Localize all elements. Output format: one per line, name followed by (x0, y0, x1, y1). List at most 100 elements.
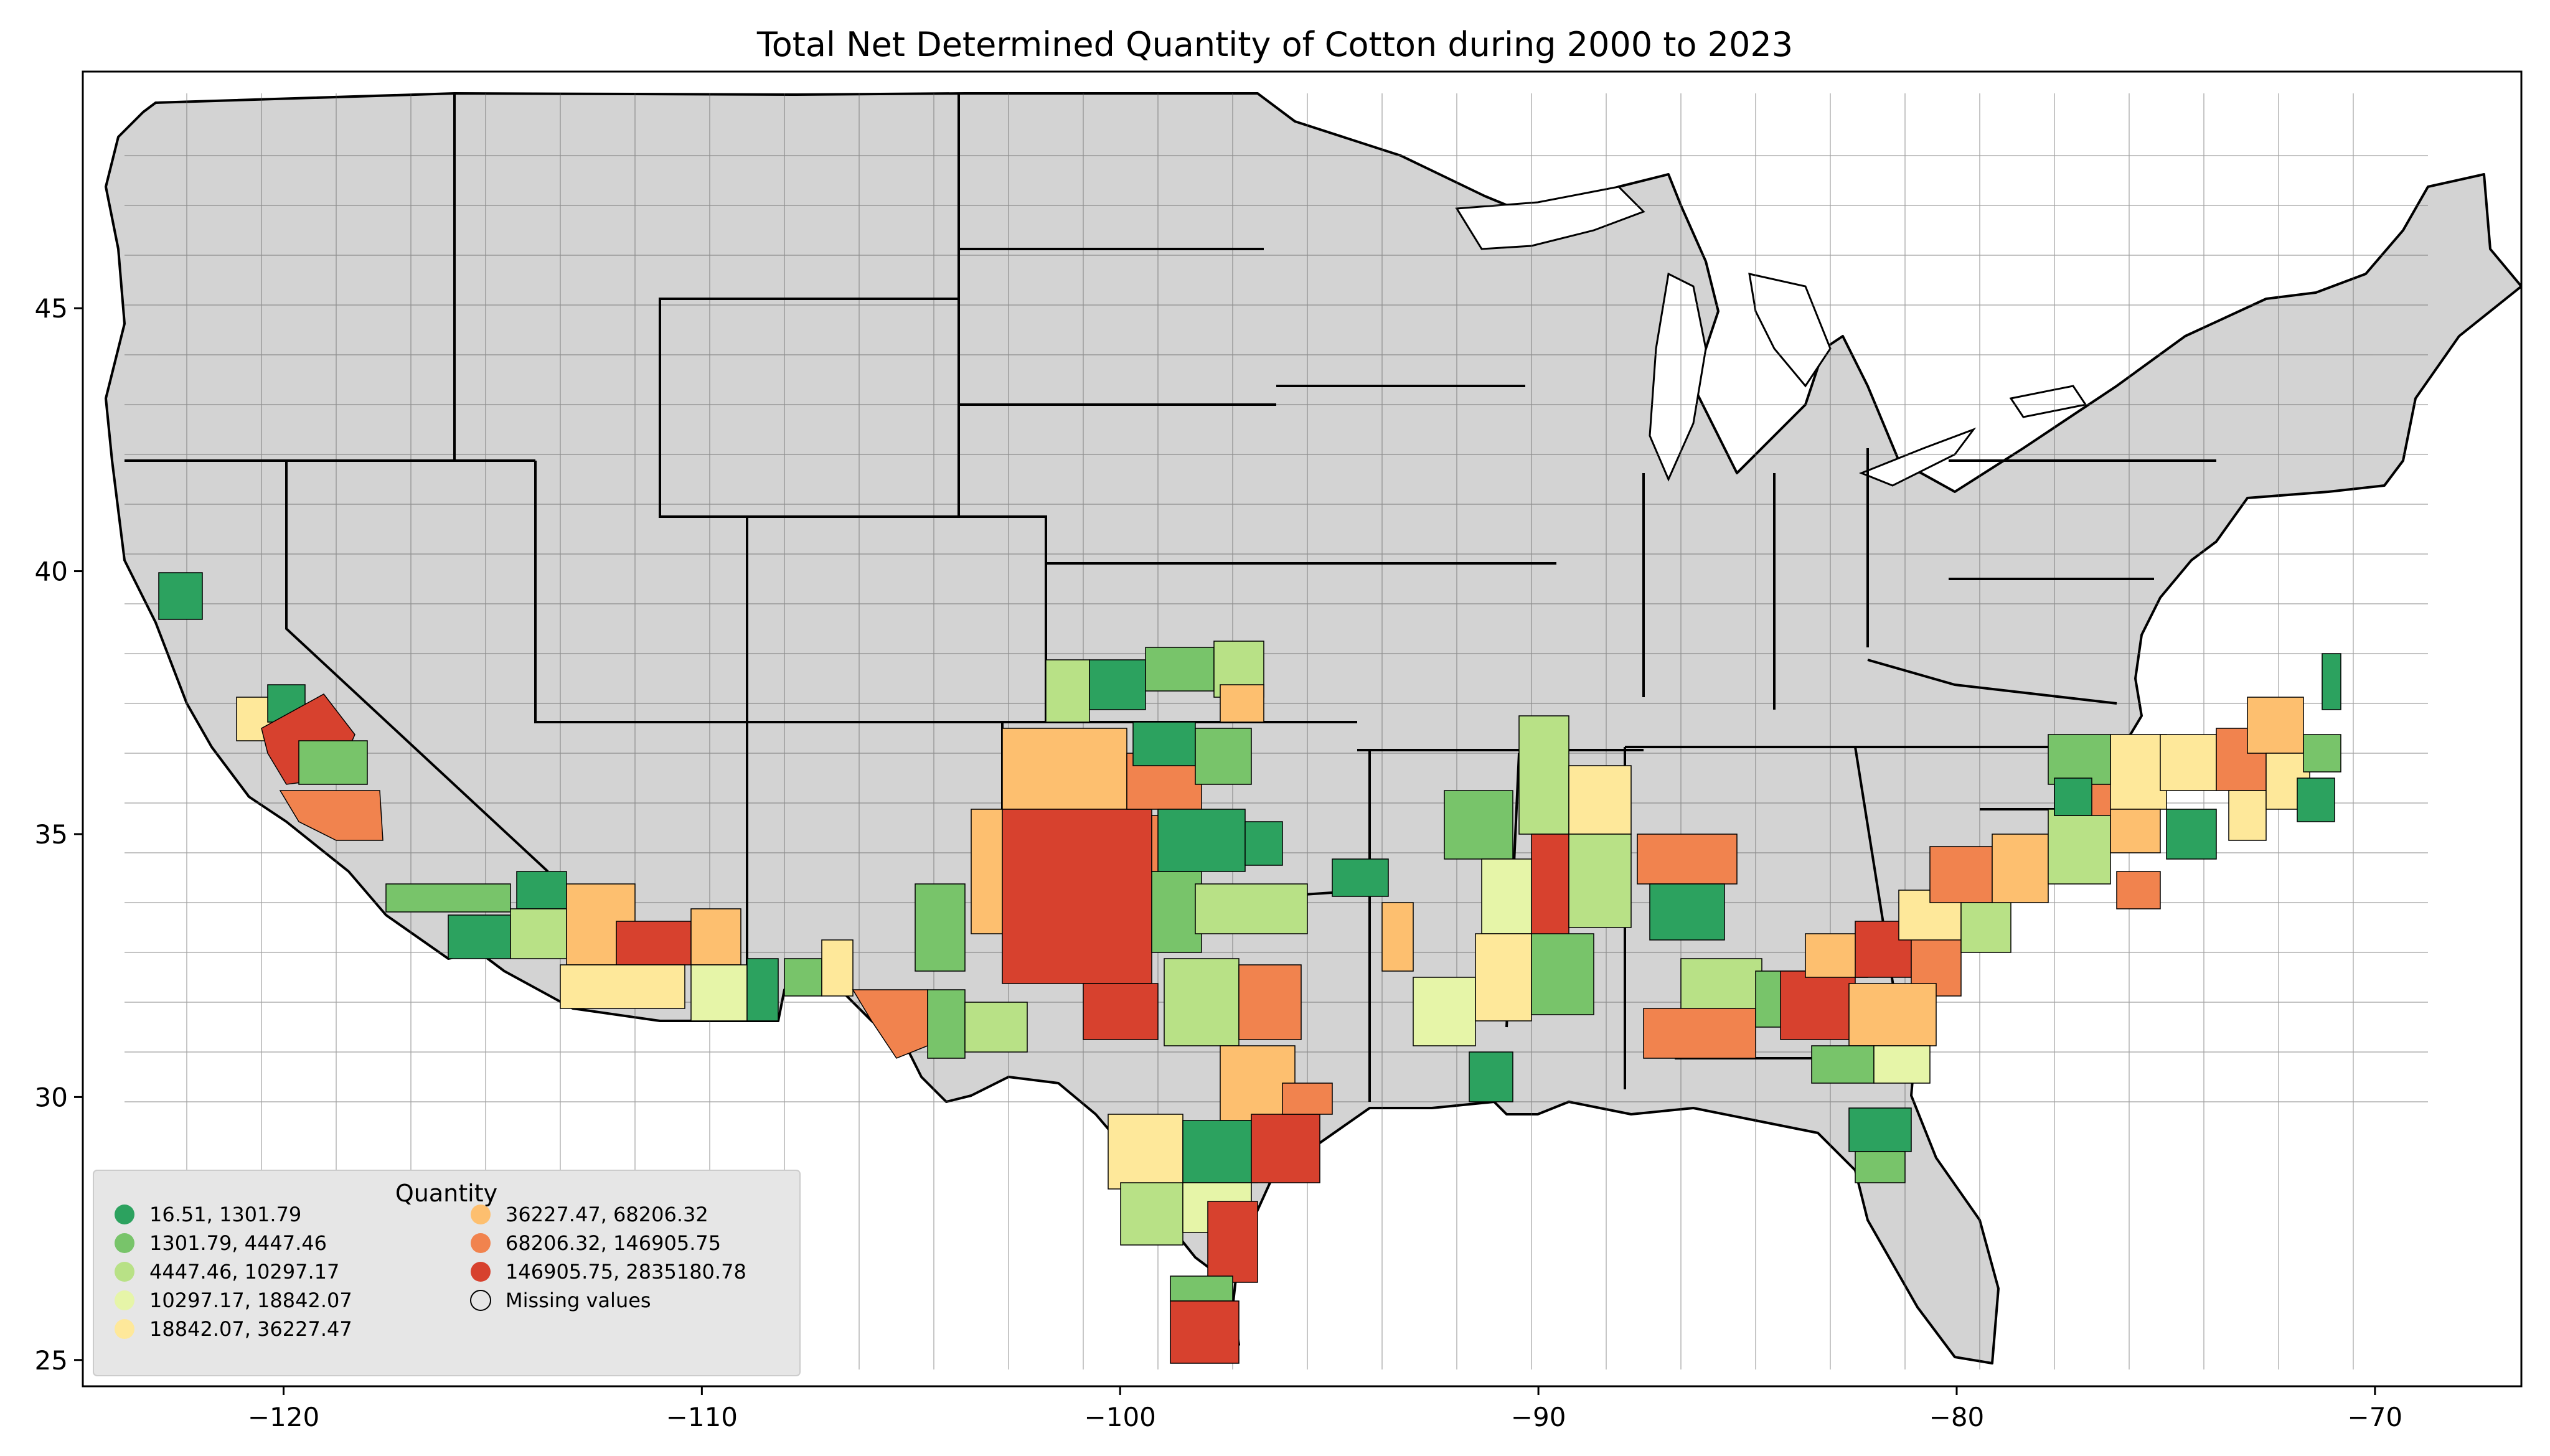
legend-label: 10297.17, 18842.07 (149, 1289, 352, 1312)
x-axis: −120 −110 −100 −90 −80 −70 (248, 1386, 2402, 1432)
legend-label: Missing values (506, 1289, 651, 1312)
county-region (746, 958, 779, 1022)
county-region (616, 921, 692, 965)
county-region (1002, 728, 1127, 810)
county-region (1244, 821, 1283, 866)
county-region (1649, 883, 1725, 941)
county-region (1568, 765, 1632, 835)
county-region (2054, 777, 2092, 816)
y-tick-label: 45 (35, 293, 68, 324)
county-region (1045, 659, 1090, 723)
legend-marker (115, 1233, 134, 1253)
county-region (1469, 1051, 1513, 1102)
county-region (1855, 1151, 1906, 1183)
legend-label: 18842.07, 36227.47 (149, 1317, 352, 1341)
legend-marker (471, 1262, 491, 1282)
county-region (1282, 1083, 1333, 1115)
county-region (1083, 983, 1159, 1040)
chart-title: Total Net Determined Quantity of Cotton … (756, 25, 1793, 64)
great-lakes (1455, 186, 2087, 487)
legend-frame (93, 1170, 801, 1376)
county-region (1811, 1045, 1875, 1084)
county-region (690, 964, 748, 1022)
x-tick-label: −100 (1084, 1402, 1156, 1432)
county-region (1444, 790, 1513, 860)
x-tick-label: −90 (1511, 1402, 1566, 1432)
x-tick-label: −80 (1929, 1402, 1985, 1432)
x-tick-label: −70 (2348, 1402, 2403, 1432)
county-region (821, 939, 854, 997)
county-region (1780, 970, 1856, 1040)
county-region (1992, 834, 2049, 903)
county-region (1164, 958, 1240, 1046)
county-region (1643, 1008, 1756, 1059)
county-region (2048, 734, 2111, 785)
county-region (1170, 1275, 1233, 1302)
x-tick-label: −120 (248, 1402, 319, 1432)
county-region (1960, 902, 2011, 953)
county-region (2116, 871, 2161, 909)
county-region (1531, 933, 1594, 1015)
choropleth-layer (158, 572, 2341, 1364)
county-region (2166, 809, 2217, 860)
county-region (2110, 734, 2167, 810)
county-region (927, 989, 966, 1059)
county-region (1157, 809, 1246, 872)
county-region (1481, 858, 1532, 934)
legend-entries: 16.51, 1301.79 1301.79, 4447.46 4447.46, 1… (115, 1203, 746, 1341)
county-region (2297, 777, 2335, 822)
county-region (1132, 721, 1196, 766)
y-tick-label: 30 (35, 1082, 68, 1112)
legend-marker (471, 1205, 491, 1224)
lake-erie (1858, 427, 1977, 487)
legend-label: 4447.46, 10297.17 (149, 1260, 339, 1284)
county-region (1220, 684, 1264, 723)
county-region (1089, 659, 1146, 710)
county-region (510, 908, 567, 959)
county-region (2322, 653, 2341, 710)
legend-label: 68206.32, 146905.75 (506, 1231, 721, 1255)
county-region (1873, 1045, 1931, 1084)
lake-superior (1455, 186, 1645, 250)
county-region (1848, 983, 1937, 1046)
map-legend: Quantity 16.51, 1301.79 1301.79, 4447.46 4… (93, 1170, 801, 1376)
legend-marker (470, 1290, 491, 1311)
county-region (1251, 1114, 1320, 1183)
county-region (1381, 902, 1414, 972)
legend-marker (471, 1233, 491, 1253)
county-region (1637, 834, 1738, 885)
county-region (1002, 809, 1152, 984)
legend-marker (115, 1290, 134, 1310)
county-region (1531, 834, 1569, 941)
county-region (1568, 834, 1632, 928)
county-region (1929, 846, 1993, 903)
y-tick-label: 25 (35, 1345, 68, 1376)
county-region (1475, 933, 1532, 1022)
county-region (1195, 883, 1308, 934)
plot-area: Quantity 16.51, 1301.79 1301.79, 4447.46 4… (83, 72, 2521, 1386)
x-tick-label: −110 (666, 1402, 738, 1432)
county-region (1518, 715, 1569, 835)
axes-frame (82, 70, 2523, 1388)
county-region (1145, 647, 1215, 692)
legend-marker (115, 1319, 134, 1339)
county-region (1413, 977, 1476, 1046)
county-region (560, 964, 685, 1009)
county-region (279, 790, 383, 841)
county-region (1195, 728, 1252, 785)
county-region (1120, 1182, 1183, 1246)
county-region (784, 958, 822, 997)
county-region (690, 908, 741, 965)
legend-title: Quantity (395, 1180, 497, 1207)
county-region (516, 871, 567, 909)
legend-label: 146905.75, 2835180.78 (506, 1260, 746, 1284)
county-region (2048, 809, 2111, 885)
legend-label: 1301.79, 4447.46 (149, 1231, 327, 1255)
county-region (2247, 697, 2304, 754)
county-region (1848, 1107, 1912, 1152)
county-region (1170, 1300, 1240, 1364)
county-region (298, 740, 368, 785)
county-region (1332, 858, 1389, 897)
legend-label: 16.51, 1301.79 (149, 1203, 301, 1226)
